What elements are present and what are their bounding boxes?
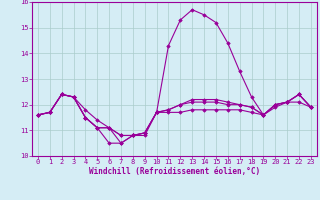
X-axis label: Windchill (Refroidissement éolien,°C): Windchill (Refroidissement éolien,°C) [89,167,260,176]
